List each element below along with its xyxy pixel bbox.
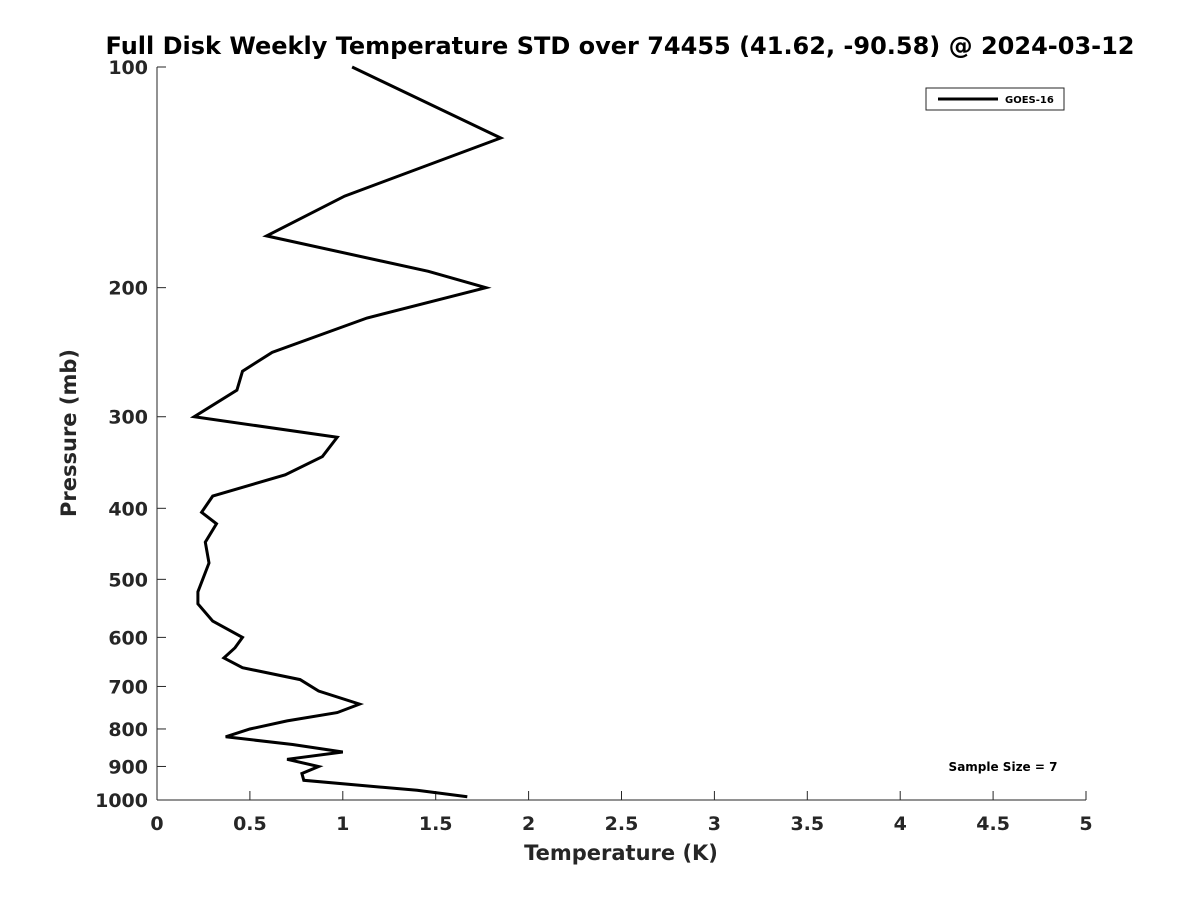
y-tick-label: 400 [108, 498, 148, 520]
x-axis-ticks: 0 0.5 1 1.5 2 2.5 3 3.5 4 4.5 5 [150, 791, 1093, 835]
x-tick-label: 3 [708, 813, 721, 835]
y-tick-label: 1000 [95, 790, 148, 812]
chart-title: Full Disk Weekly Temperature STD over 74… [106, 32, 1135, 60]
y-tick-label: 600 [108, 627, 148, 649]
x-tick-label: 2.5 [605, 813, 639, 835]
y-tick-label: 900 [108, 756, 148, 778]
x-axis-label: Temperature (K) [524, 841, 718, 865]
y-tick-label: 800 [108, 719, 148, 741]
series-layer [189, 65, 505, 799]
y-tick-label: 300 [108, 407, 148, 429]
y-axis-label: Pressure (mb) [57, 349, 81, 517]
legend-entry-goes-16: GOES-16 [1005, 95, 1054, 106]
y-axis-ticks: 100 200 300 400 500 600 700 800 900 1000 [95, 57, 166, 812]
x-tick-label: 1.5 [419, 813, 453, 835]
x-tick-label: 4 [894, 813, 907, 835]
x-tick-label: 1 [336, 813, 349, 835]
y-tick-label: 100 [108, 57, 148, 79]
axes [156, 67, 1086, 801]
x-tick-label: 0 [150, 813, 163, 835]
x-tick-label: 3.5 [790, 813, 824, 835]
y-tick-label: 700 [108, 676, 148, 698]
y-tick-label: 500 [108, 569, 148, 591]
y-tick-label: 200 [108, 278, 148, 300]
x-tick-label: 5 [1079, 813, 1092, 835]
x-tick-label: 0.5 [233, 813, 267, 835]
sample-size-annotation: Sample Size = 7 [949, 760, 1058, 774]
series-line-goes-16 [189, 65, 505, 799]
x-tick-label: 2 [522, 813, 535, 835]
legend[interactable]: GOES-16 [925, 87, 1065, 111]
x-tick-label: 4.5 [976, 813, 1010, 835]
